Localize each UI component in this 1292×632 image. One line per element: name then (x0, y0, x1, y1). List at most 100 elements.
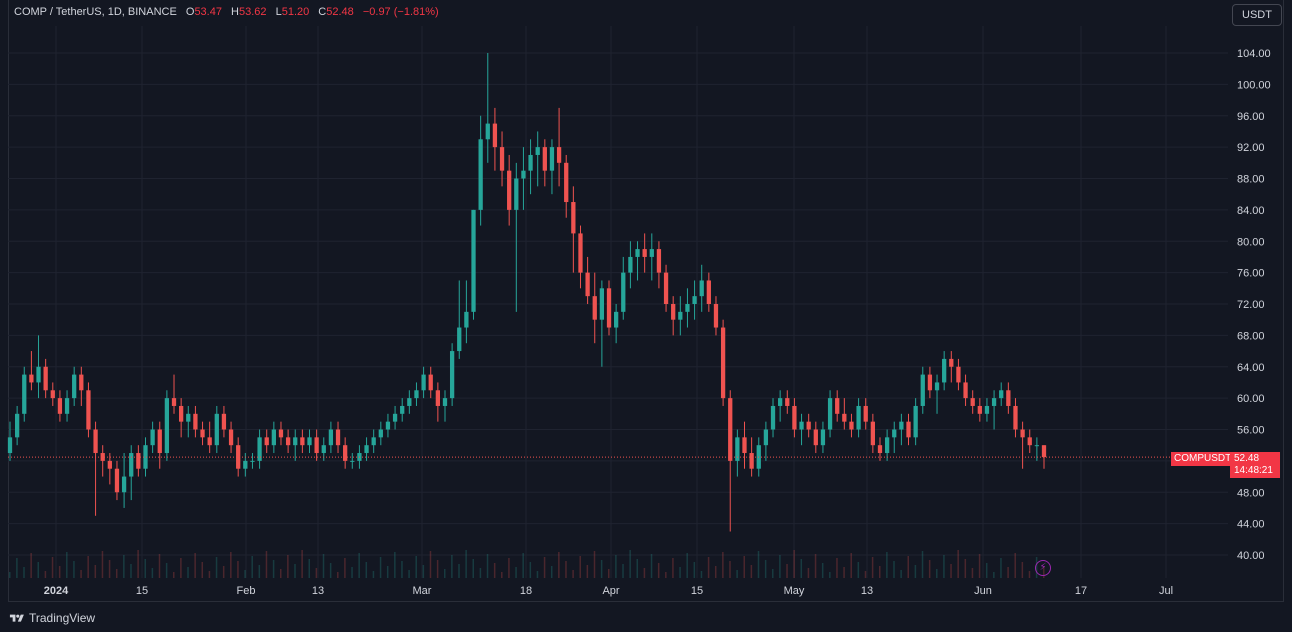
volume-bar (686, 553, 688, 578)
volume-bar (665, 572, 667, 578)
candle-body (278, 429, 284, 438)
y-tick-label: 100.00 (1237, 79, 1271, 91)
candle-body (22, 374, 27, 414)
legend-open: 53.47 (194, 6, 222, 18)
volume-bar (807, 568, 810, 578)
volume-bar (237, 561, 239, 578)
candle-body (692, 296, 697, 304)
x-tick-label: Jun (974, 585, 992, 597)
bar-countdown: 14:48:21 (1234, 465, 1273, 476)
volume-bar (928, 560, 931, 578)
candle-body (535, 147, 540, 155)
volume-bar (329, 563, 332, 578)
y-tick-label: 76.00 (1237, 268, 1265, 280)
price-axis[interactable]: 104.00 100.00 96.00 92.00 88.00 84.00 80.00 76.… (1237, 48, 1271, 562)
candle-body (884, 437, 890, 454)
candle-body (806, 421, 811, 430)
candle-body (150, 429, 155, 446)
volume-bar (636, 559, 639, 578)
candle-body (799, 421, 804, 430)
candle-body (706, 280, 711, 304)
candle-body (193, 413, 198, 430)
candle-body (36, 366, 41, 383)
y-tick-label: 64.00 (1237, 362, 1265, 374)
candle-body (307, 437, 312, 446)
candlestick-chart[interactable]: 104.00 100.00 96.00 92.00 88.00 84.00 80.00 76.… (0, 0, 1292, 603)
candle-body (963, 382, 968, 399)
volume-bar (294, 564, 296, 578)
y-tick-label: 104.00 (1237, 48, 1271, 60)
candle-body (977, 405, 982, 414)
volume-bar (707, 557, 710, 578)
volume-bar (365, 562, 368, 578)
candle-body (186, 413, 191, 422)
candle-body (343, 445, 348, 461)
legend-high-label: H (231, 6, 239, 18)
candle-body (934, 382, 940, 391)
candle-body (663, 272, 669, 304)
volume-bar (608, 569, 610, 578)
candle-body (421, 374, 426, 391)
volume-bar (144, 559, 146, 578)
y-tick-label: 56.00 (1237, 425, 1265, 437)
volume-bar (386, 566, 389, 578)
volume-bar (843, 567, 845, 578)
volume-bar (265, 551, 268, 578)
last-price-value: 52.48 (1234, 453, 1260, 464)
volume-bar (971, 568, 974, 578)
lightning-icon[interactable]: ⚡ (1035, 560, 1051, 576)
candle-body (1034, 445, 1040, 447)
candle-body (464, 311, 469, 328)
volume-bar (215, 557, 218, 578)
volume-bar (443, 569, 446, 578)
candle-body (14, 413, 20, 438)
chart-frame[interactable] (8, 0, 1284, 602)
x-tick-label: 15 (136, 585, 148, 597)
candle-body (606, 288, 612, 328)
volume-bar (123, 555, 125, 578)
y-tick-label: 96.00 (1237, 111, 1265, 123)
volume-bar (907, 556, 910, 578)
candle-body (350, 460, 355, 462)
currency-button[interactable]: USDT (1232, 4, 1282, 26)
volume-bar (800, 559, 803, 578)
volume-bar (279, 569, 282, 578)
volume-bar (650, 554, 653, 578)
volume-bar (579, 556, 581, 578)
volume-bar (436, 560, 439, 578)
volume-bar (230, 552, 232, 578)
candle-body (856, 405, 861, 430)
volume-bar (251, 556, 253, 578)
candle-body (991, 398, 997, 406)
volume-bar (451, 555, 453, 578)
candle-body (492, 123, 498, 148)
volume-bar (643, 568, 646, 578)
candle-body (100, 453, 105, 461)
volume-bar (714, 566, 717, 578)
x-tick-label: 18 (520, 585, 532, 597)
volume-bar (993, 572, 995, 578)
volume-bar (187, 567, 189, 578)
candle-body (749, 453, 754, 469)
volume-bar (572, 570, 574, 578)
volume-bar (115, 569, 118, 578)
volume-bar (878, 566, 881, 578)
time-axis[interactable]: 2024 15 Feb 13 Mar 18 Apr 15 May 13 Jun 17 Jul (44, 585, 1173, 597)
volume-bar (337, 572, 339, 578)
volume-bar (44, 571, 47, 578)
candle-body (414, 390, 419, 399)
candle-body (478, 139, 483, 210)
volume-bar (857, 562, 860, 578)
tradingview-brand[interactable]: TradingView (9, 611, 95, 625)
volume-bar (793, 550, 795, 578)
legend-symbol[interactable]: COMP / TetherUS, 1D, BINANCE (14, 6, 177, 18)
x-tick-label: 17 (1075, 585, 1087, 597)
candle-body (385, 421, 391, 430)
volume-bar (786, 564, 788, 578)
candle-body (542, 147, 547, 171)
volume-bar (173, 572, 175, 578)
candle-body (371, 437, 376, 446)
candle-body (613, 311, 619, 328)
volume-bar (772, 569, 774, 578)
candle-body (671, 304, 676, 320)
